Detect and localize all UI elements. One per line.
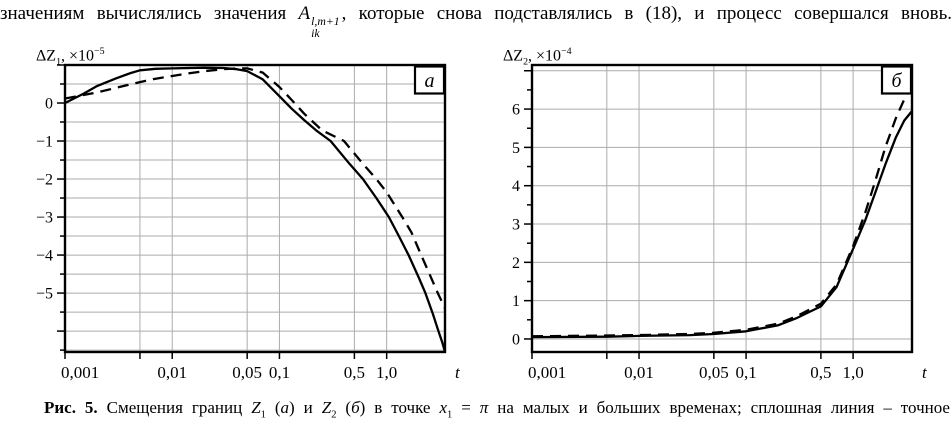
svg-text:−5: −5 [36, 286, 53, 303]
axis-ticks [57, 64, 388, 359]
svg-text:1,0: 1,0 [376, 363, 397, 382]
chart-canvas: 0,001 0,01 0,05 0,1 0,5 1,0 t 0 −1 −2 −3 −4 −5 а [36, 63, 461, 382]
svg-text:0,01: 0,01 [624, 363, 654, 382]
chart-panel-b: ΔZ2, ×10−4 0,001 0,01 0,05 0,1 0,5 1,0 t 0 1 2 3 4 5… [467, 46, 952, 391]
svg-text:1: 1 [512, 293, 520, 310]
svg-text:5: 5 [512, 140, 520, 157]
series-dashed [532, 83, 912, 338]
formula-supsub: l,m+1 ik [311, 15, 340, 41]
svg-text:3: 3 [512, 217, 520, 234]
svg-text:−3: −3 [36, 210, 53, 227]
svg-text:−4: −4 [36, 248, 53, 265]
svg-text:−2: −2 [36, 172, 53, 189]
svg-text:0,1: 0,1 [269, 363, 290, 382]
chart-panel-a: ΔZ1, ×10−5 0,001 0,01 0,05 0,1 0,5 1,0 t 0 −1 −2 −… [0, 46, 467, 391]
panel-label-box [413, 65, 446, 95]
panel-label: а [425, 70, 435, 92]
axis-tick-labels: 0,001 0,01 0,05 0,1 0,5 1,0 t 0 1 2 3 4 5 6 [512, 102, 928, 382]
svg-text:4: 4 [512, 178, 520, 195]
series-solid [65, 66, 445, 352]
svg-text:1,0: 1,0 [842, 363, 863, 382]
svg-text:0: 0 [512, 331, 520, 348]
svg-text:0,001: 0,001 [61, 363, 99, 382]
y-axis-title-left: ΔZ1, ×10−5 [36, 46, 105, 68]
x-axis-variable: t [922, 363, 928, 382]
svg-text:0,5: 0,5 [810, 363, 831, 382]
svg-text:2: 2 [512, 255, 520, 272]
svg-text:0,001: 0,001 [528, 363, 566, 382]
svg-text:0,05: 0,05 [699, 363, 729, 382]
plot-frame [63, 63, 447, 354]
svg-text:−1: −1 [36, 134, 53, 151]
svg-text:0,5: 0,5 [344, 363, 365, 382]
svg-text:0,1: 0,1 [735, 363, 756, 382]
series-solid [532, 110, 912, 339]
series-dashed [65, 67, 445, 309]
plot-frame [530, 63, 914, 354]
chart-canvas: 0,001 0,01 0,05 0,1 0,5 1,0 t 0 1 2 3 4 5 6 б [512, 63, 928, 382]
panel-label-box [880, 65, 913, 95]
figure-caption: Рис. 5. Смещения границ Z1 (а) и Z2 (б) … [44, 398, 950, 421]
svg-text:0: 0 [45, 96, 53, 113]
x-axis-variable: t [455, 363, 461, 382]
svg-text:0,05: 0,05 [232, 363, 262, 382]
svg-text:0,01: 0,01 [157, 363, 187, 382]
gridlines [531, 65, 912, 352]
y-axis-title-right: ΔZ2, ×10−4 [503, 46, 572, 68]
gridlines [64, 64, 445, 352]
panel-label: б [891, 70, 902, 92]
axis-tick-labels: 0,001 0,01 0,05 0,1 0,5 1,0 t 0 −1 −2 −3 −4 −5 [36, 96, 461, 382]
axis-ticks [524, 69, 854, 359]
svg-text:6: 6 [512, 102, 520, 119]
